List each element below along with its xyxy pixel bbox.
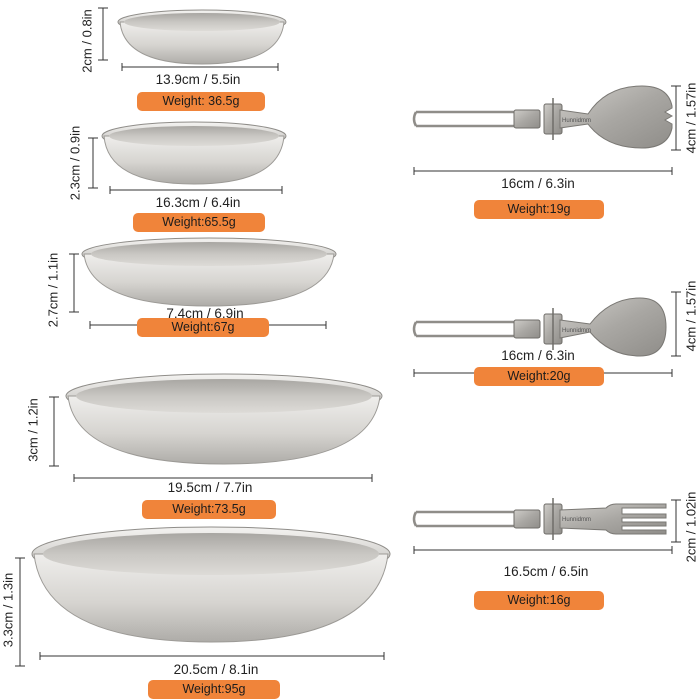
plate-3-weight-badge: Weight:67g (137, 318, 269, 337)
spoon-weight-badge: Weight:20g (474, 367, 604, 386)
plate-4-image (65, 373, 383, 465)
spoon-brand-engraving: Hunnidmm (562, 328, 591, 334)
plate-1-width-label: 13.9cm / 5.5in (155, 72, 241, 87)
spork-weight-badge: Weight:19g (474, 200, 604, 219)
fork-image: Hunnidmm (412, 498, 667, 540)
plate-5-weight-badge: Weight:95g (148, 680, 280, 699)
plate-2-width-label: 16.3cm / 6.4in (155, 195, 241, 210)
plate-4-width-label: 19.5cm / 7.7in (167, 480, 253, 495)
plate-5-width-label: 20.5cm / 8.1in (173, 662, 259, 677)
plate-2-image (101, 121, 287, 185)
plate-1-image (117, 9, 287, 65)
fork-brand-engraving: Hunnidmm (562, 517, 591, 523)
fork-length-label: 16.5cm / 6.5in (503, 564, 589, 579)
plate-4-weight-badge: Weight:73.5g (142, 500, 276, 519)
spork-brand-engraving: Hunnidmm (562, 118, 591, 124)
plate-3-width-label: 7.4cm / 6.9in (166, 306, 244, 321)
plate-5-image (31, 526, 391, 643)
spoon-length-label: 16cm / 6.3in (501, 348, 575, 363)
fork-height-label: 2cm / 1.02in (683, 491, 699, 563)
spoon-image: Hunnidmm (412, 297, 667, 357)
plate-1-weight-badge: Weight: 36.5g (137, 92, 265, 111)
spork-length-label: 16cm / 6.3in (501, 176, 575, 191)
plate-3-image (81, 237, 337, 307)
plate-2-weight-badge: Weight:65.5g (133, 213, 265, 232)
fork-weight-badge: Weight:16g (474, 591, 604, 610)
spork-image: Hunnidmm (412, 85, 674, 149)
